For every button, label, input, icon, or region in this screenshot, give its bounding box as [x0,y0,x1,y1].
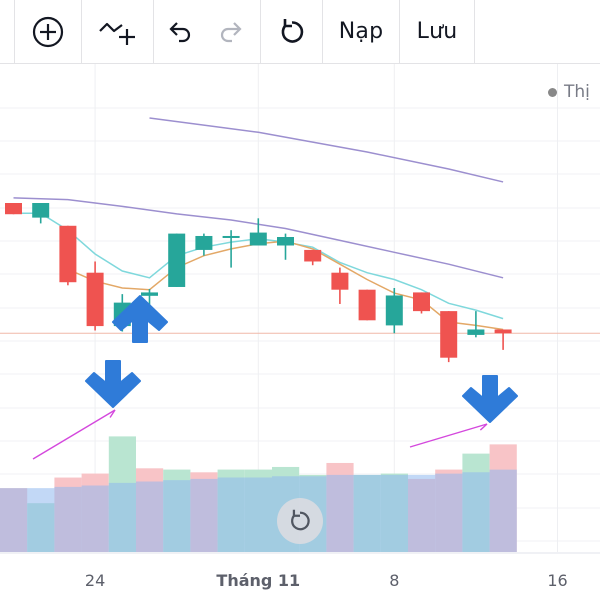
candle-body [413,292,430,312]
candle-body [277,237,294,246]
load-layout-label: Nạp [338,19,384,44]
save-layout-button[interactable]: Lưu [400,0,475,63]
candle [195,233,213,256]
candle-body [358,289,376,321]
candle [467,311,485,338]
candle-body [168,233,186,287]
refresh-icon [281,18,303,43]
x-tick-label: 24 [85,571,105,590]
candle-body [304,249,322,262]
compare-button[interactable] [82,0,154,63]
candle [358,289,376,321]
sell-signal-arrow [85,360,141,408]
chart-toolbar: Nạp Lưu [0,0,600,64]
candle [331,267,349,304]
volume-trend-annotation-head [109,409,116,418]
trend-plus-icon [98,22,135,45]
refresh-icon [291,509,310,531]
candles [5,203,512,363]
undo-button[interactable] [154,0,204,63]
candle [304,249,322,266]
legend-label: Thị [564,82,590,102]
volume-trend-annotation-head [479,423,488,431]
x-tick-label: 16 [547,571,567,590]
candle-body [249,232,267,246]
candle-body [467,329,485,335]
sell-signal-arrow [462,375,518,423]
candlestick-chart: 24 Tháng 11 8 16 [0,64,600,590]
volume-average-area [0,469,517,552]
candle [277,233,294,260]
candle-body [141,292,158,296]
ma-slow-line [149,117,504,183]
candle [168,233,186,287]
load-layout-button[interactable]: Nạp [323,0,400,63]
reset-chart-button[interactable] [261,0,323,63]
candle-body [440,311,458,358]
x-tick-label: 8 [389,571,399,590]
candle-body [494,329,512,334]
candle [249,218,267,246]
candle-body [331,272,349,290]
redo-button[interactable] [204,0,261,63]
volume-bars [0,436,517,552]
time-axis: 24 Tháng 11 8 16 [85,571,568,590]
candle-body [195,235,213,250]
candle [413,292,430,314]
undo-icon [169,21,191,42]
save-layout-label: Lưu [416,19,458,44]
candle [86,261,104,331]
add-indicator-button[interactable] [15,0,82,63]
buy-signal-arrow [112,295,168,343]
legend-chip[interactable]: Thị [548,82,590,102]
plus-circle-icon [32,16,64,47]
candle-body [86,272,104,327]
candle [32,203,50,224]
candle-body [222,235,240,238]
candle-body [385,295,403,326]
toolbar-edge [0,0,15,63]
candle [222,230,240,268]
candle-body [59,225,77,283]
candle [5,203,22,215]
redo-icon [220,21,242,42]
candle [440,311,458,363]
candle-body [5,203,22,215]
price-chart-area[interactable]: 24 Tháng 11 8 16 [0,64,600,600]
toolbar-spacer [475,0,600,63]
candle [385,288,403,334]
annotations [32,295,518,460]
candle-body [32,203,50,218]
volume-trend-annotation [32,409,116,460]
candle [494,329,512,350]
volume-trend-annotation [409,423,488,448]
x-tick-label: Tháng 11 [216,571,300,590]
legend-dot [548,87,557,97]
candle [59,225,77,286]
scroll-reset-button[interactable] [277,498,323,544]
